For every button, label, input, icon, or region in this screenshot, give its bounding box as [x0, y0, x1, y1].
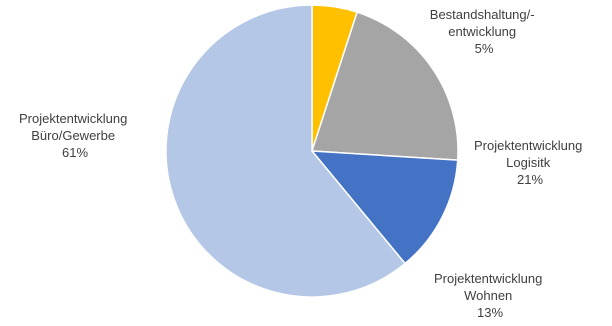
label-bestandshaltung-percent: 5% — [475, 41, 494, 56]
slice-logistik — [311, 11, 459, 161]
label-wohnen-line-2: Wohnen — [464, 288, 512, 303]
label-wohnen-line-1: Projektentwicklung — [434, 271, 542, 286]
label-logistik-line-1: Projektentwicklung — [474, 138, 582, 153]
label-buero-gewerbe-line-2: Büro/Gewerbe — [31, 128, 115, 143]
slice-wohnen — [311, 150, 459, 265]
label-logistik: Projektentwicklung Logisitk 21% — [474, 138, 586, 187]
label-bestandshaltung-line-1: Bestandshaltung/- — [430, 7, 535, 22]
label-buero-gewerbe-line-1: Projektentwicklung — [19, 111, 127, 126]
label-logistik-line-2: Logisitk — [506, 155, 551, 170]
slice-buero-gewerbe — [165, 4, 406, 298]
label-buero-gewerbe-percent: 61% — [62, 145, 88, 160]
label-logistik-percent: 21% — [517, 172, 543, 187]
label-bestandshaltung: Bestandshaltung/- entwicklung 5% — [430, 7, 538, 56]
label-wohnen-percent: 13% — [477, 305, 503, 320]
label-bestandshaltung-line-2: entwicklung — [448, 24, 516, 39]
pie-slices — [165, 4, 459, 298]
label-buero-gewerbe: Projektentwicklung Büro/Gewerbe 61% — [19, 111, 131, 160]
label-wohnen: Projektentwicklung Wohnen 13% — [434, 271, 546, 320]
